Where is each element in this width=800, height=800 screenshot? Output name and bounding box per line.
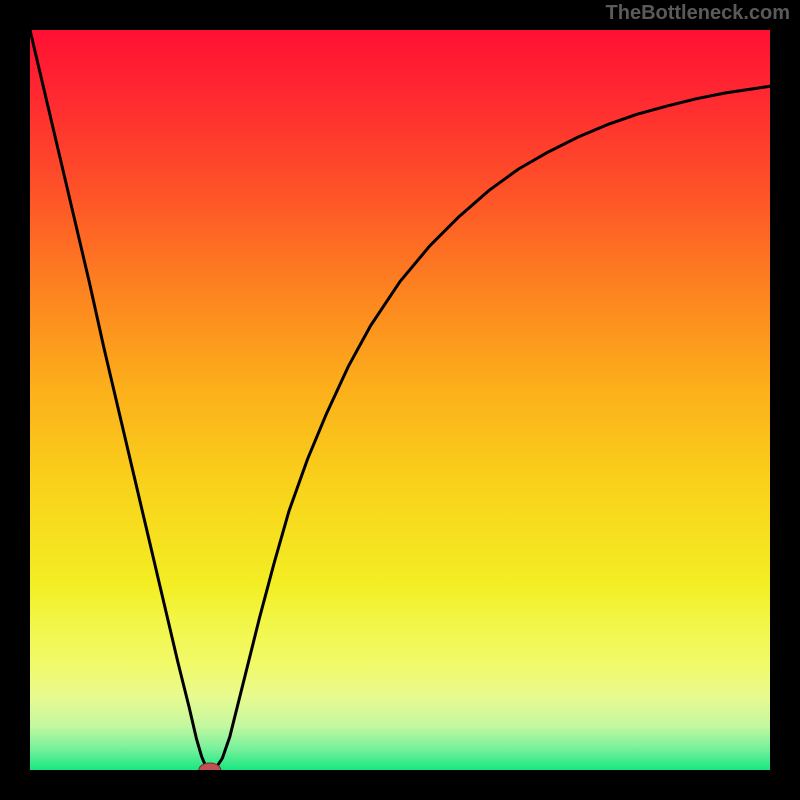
bottleneck-chart (0, 0, 800, 800)
watermark-text: TheBottleneck.com (606, 2, 790, 25)
frame-right (770, 0, 800, 800)
frame-left (0, 0, 30, 800)
plot-background (30, 30, 770, 770)
chart-container: TheBottleneck.com (0, 0, 800, 800)
frame-bottom (0, 770, 800, 800)
